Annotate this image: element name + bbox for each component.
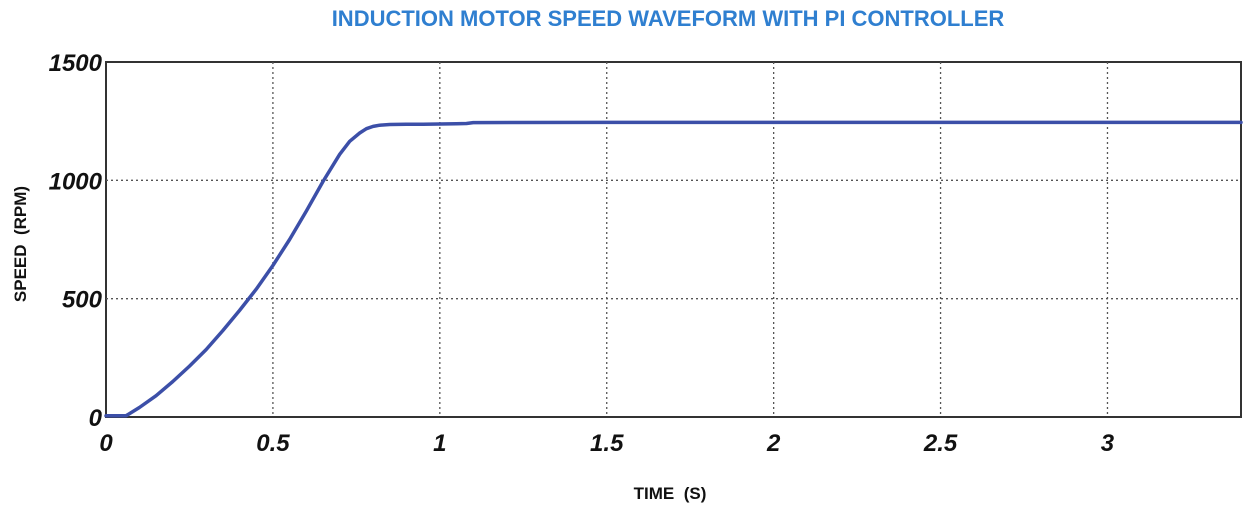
- x-tick-label: 0: [99, 430, 113, 457]
- x-tick-label: 0.5: [256, 430, 290, 457]
- x-tick-label: 1.5: [590, 430, 624, 457]
- y-tick-label: 500: [62, 287, 103, 314]
- y-tick-label: 0: [89, 405, 103, 432]
- x-tick-label: 2: [766, 430, 781, 457]
- y-axis-label: SPEED (RPM): [11, 186, 30, 302]
- y-tick-label: 1000: [49, 168, 103, 195]
- x-tick-label: 1: [433, 430, 446, 457]
- tick-labels: 0 0.5 1 1.5 2 2.5 3 0 500 1000 1500: [49, 50, 1115, 457]
- speed-series-line: [104, 120, 1243, 418]
- chart-title: INDUCTION MOTOR SPEED WAVEFORM WITH PI C…: [332, 6, 1005, 31]
- x-tick-label: 3: [1101, 430, 1115, 457]
- grid-lines: [106, 62, 1241, 417]
- plot-area: [105, 61, 1242, 418]
- x-tick-label: 2.5: [923, 430, 958, 457]
- y-tick-label: 1500: [49, 50, 103, 77]
- x-axis-label: TIME (S): [634, 484, 707, 503]
